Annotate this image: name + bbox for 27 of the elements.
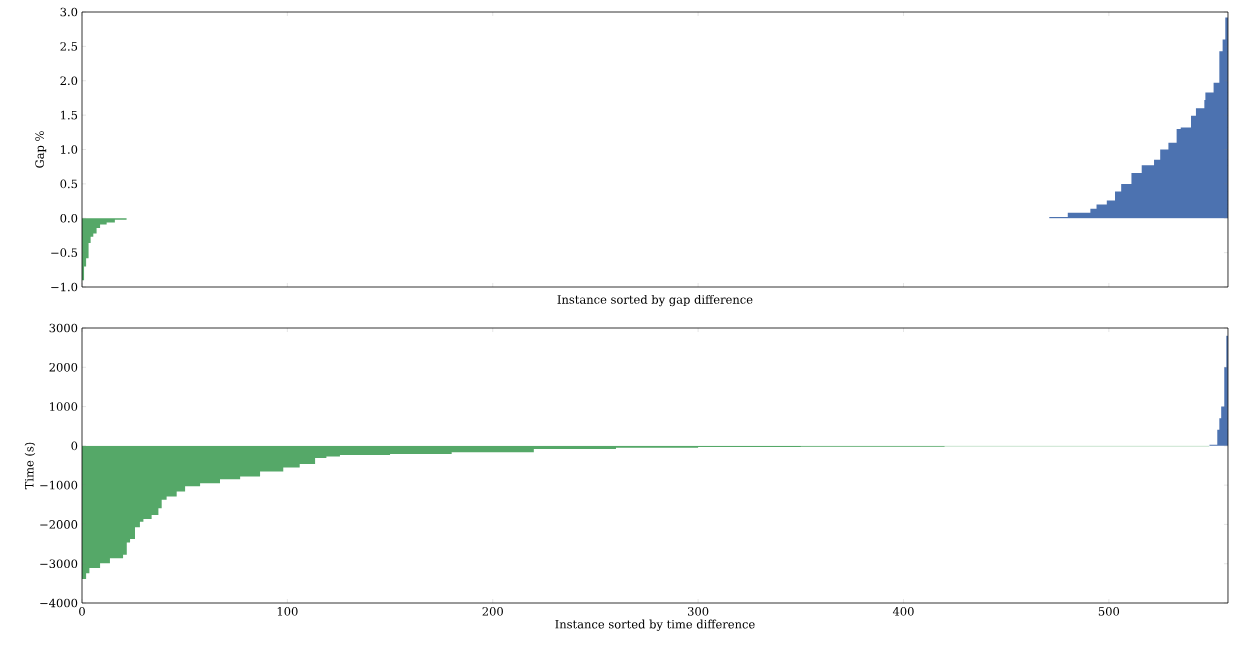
y-tick-label: −4000 <box>40 598 78 608</box>
y-tick-label: 1000 <box>50 402 78 411</box>
x-tick-label: 0 <box>79 607 85 616</box>
y-tick-label: 3000 <box>49 323 78 333</box>
y-tick-label: −0.5 <box>51 248 78 257</box>
x-tick-label: 500 <box>1098 607 1120 616</box>
x-tick-label: 200 <box>482 607 503 616</box>
y-axis-title: Gap % <box>35 131 47 168</box>
y-tick-label: −2000 <box>40 520 78 529</box>
x-tick-label: 400 <box>892 607 914 616</box>
y-tick-label: −1000 <box>40 480 78 490</box>
y-tick-label: 2.5 <box>60 42 78 51</box>
y-tick-label: 3.0 <box>60 7 78 17</box>
x-axis-title: Instance sorted by gap difference <box>557 294 753 307</box>
y-tick-label: −3000 <box>40 559 78 569</box>
y-tick-label: −1.0 <box>51 282 78 292</box>
y-tick-label: 2.0 <box>60 76 78 86</box>
x-tick-label: 300 <box>688 607 709 616</box>
y-tick-label: 2000 <box>49 362 78 372</box>
y-axis-title: Time (s) <box>24 442 36 490</box>
y-tick-label: 0.0 <box>60 213 78 223</box>
y-tick-label: 0.5 <box>60 179 78 189</box>
x-tick-label: 100 <box>277 607 298 616</box>
y-tick-label: 1.5 <box>61 110 78 120</box>
x-axis-title: Instance sorted by time difference <box>555 619 755 631</box>
y-tick-label: 0 <box>71 441 78 451</box>
y-tick-label: 1.0 <box>61 145 78 154</box>
